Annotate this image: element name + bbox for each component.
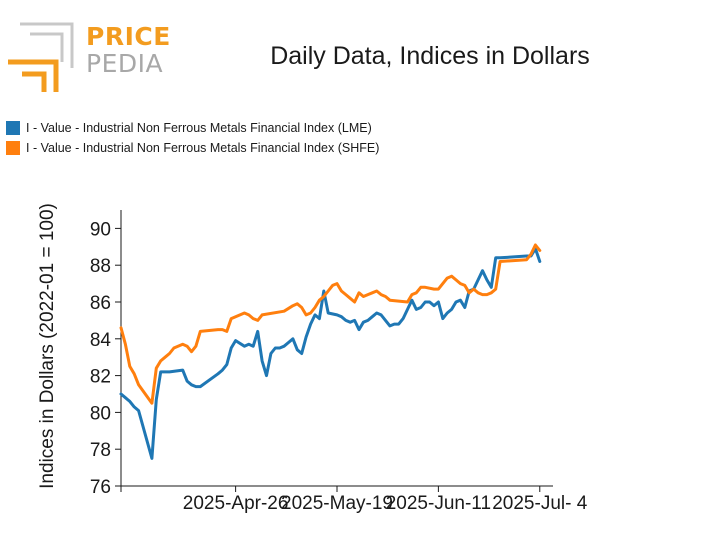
x-tick-label: 2025-Apr-26 bbox=[183, 493, 289, 514]
y-tick-label: 76 bbox=[90, 477, 111, 498]
legend-label-lme: I - Value - Industrial Non Ferrous Metal… bbox=[26, 121, 372, 135]
logo-word-price: PRICE bbox=[86, 22, 171, 51]
legend-item-shfe[interactable]: I - Value - Industrial Non Ferrous Metal… bbox=[6, 138, 379, 158]
logo-bracket-icon bbox=[8, 22, 74, 92]
chart-title: Daily Data, Indices in Dollars bbox=[270, 42, 590, 70]
x-tick-label: 2025-Jun-11 bbox=[386, 493, 491, 514]
chart-series bbox=[119, 243, 542, 460]
logo-word-pedia: PEDIA bbox=[86, 49, 164, 78]
y-tick-label: 84 bbox=[90, 330, 112, 351]
series-line-lme[interactable] bbox=[119, 247, 542, 460]
y-axis-label: Indices in Dollars (2022-01 = 100) bbox=[37, 203, 58, 489]
chart-axes: 76788082848688902025-Apr-262025-May-1920… bbox=[90, 210, 588, 514]
y-tick-label: 78 bbox=[90, 440, 111, 461]
series-line-shfe[interactable] bbox=[119, 243, 542, 405]
y-tick-label: 86 bbox=[90, 293, 111, 314]
pricepedia-logo[interactable]: PRICE PEDIA bbox=[8, 22, 171, 94]
chart-legend: I - Value - Industrial Non Ferrous Metal… bbox=[6, 118, 379, 158]
x-tick-label: 2025-Jul- 4 bbox=[492, 493, 587, 514]
y-tick-label: 82 bbox=[90, 367, 111, 388]
x-tick-label: 2025-May-19 bbox=[281, 493, 393, 514]
legend-swatch-shfe bbox=[6, 141, 20, 155]
y-tick-label: 80 bbox=[90, 403, 111, 424]
legend-item-lme[interactable]: I - Value - Industrial Non Ferrous Metal… bbox=[6, 118, 379, 138]
legend-label-shfe: I - Value - Industrial Non Ferrous Metal… bbox=[26, 141, 380, 155]
y-tick-label: 88 bbox=[90, 256, 111, 277]
legend-swatch-lme bbox=[6, 121, 20, 135]
y-tick-label: 90 bbox=[90, 219, 111, 240]
